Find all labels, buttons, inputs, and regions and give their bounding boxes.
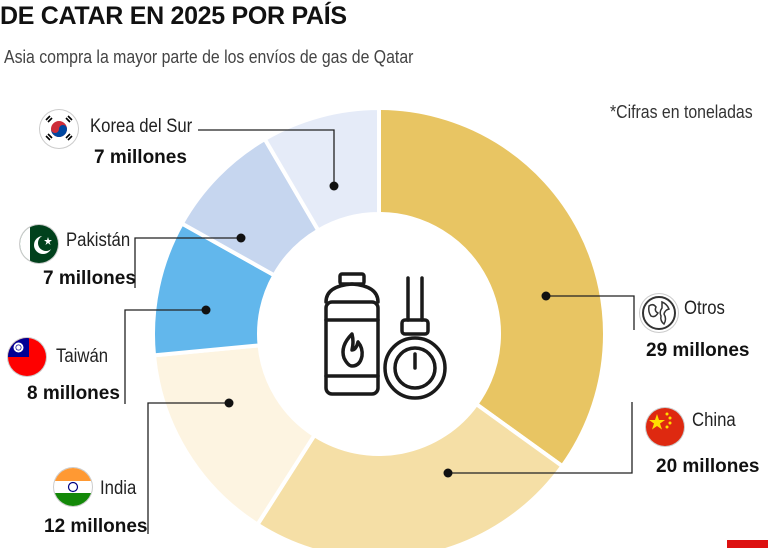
slice-china xyxy=(254,401,566,548)
units-note: *Cifras en toneladas xyxy=(610,102,753,122)
leader-line-korea xyxy=(198,129,335,186)
leader-dot-pakistan xyxy=(236,233,246,243)
value-china: 20 millones xyxy=(656,456,760,477)
slice-otros xyxy=(377,105,607,469)
china-flag-icon xyxy=(646,408,684,446)
pakistan-flag-icon xyxy=(20,225,58,263)
label-taiwan: Taiwán xyxy=(56,346,109,367)
globe-icon xyxy=(640,294,678,332)
value-pakistan: 7 millones xyxy=(43,268,136,289)
gas-cylinder-icon xyxy=(324,272,447,400)
label-india: India xyxy=(100,478,137,499)
label-china: China xyxy=(692,410,736,431)
leader-dot-taiwan xyxy=(201,305,211,315)
label-pakistan: Pakistán xyxy=(66,230,131,251)
chart-title: DE CATAR EN 2025 POR PAÍS xyxy=(0,2,347,30)
value-otros: 29 millones xyxy=(646,340,750,361)
leader-dot-otros xyxy=(541,291,551,301)
leader-line-otros xyxy=(546,295,635,330)
value-taiwan: 8 millones xyxy=(27,383,120,404)
taiwan-flag-icon xyxy=(8,338,46,376)
leader-line-pakistan xyxy=(134,237,241,288)
india-flag-icon xyxy=(54,468,92,506)
leader-line-india xyxy=(147,402,229,534)
brand-mark xyxy=(727,540,768,548)
leader-line-taiwan xyxy=(124,309,206,404)
korea-flag-icon xyxy=(40,110,78,148)
slice-korea xyxy=(262,105,381,234)
chart-subtitle: Asia compra la mayor parte de los envíos… xyxy=(4,47,414,67)
leader-dot-india xyxy=(224,398,234,408)
value-korea: 7 millones xyxy=(94,147,187,168)
leader-dot-korea xyxy=(329,181,339,191)
value-india: 12 millones xyxy=(44,516,148,537)
label-korea: Korea del Sur xyxy=(90,116,193,137)
label-otros: Otros xyxy=(684,298,725,319)
slice-india xyxy=(151,343,318,528)
leader-dot-china xyxy=(443,468,453,478)
leader-line-china xyxy=(448,402,633,474)
gas-gauge-icon xyxy=(383,276,447,400)
